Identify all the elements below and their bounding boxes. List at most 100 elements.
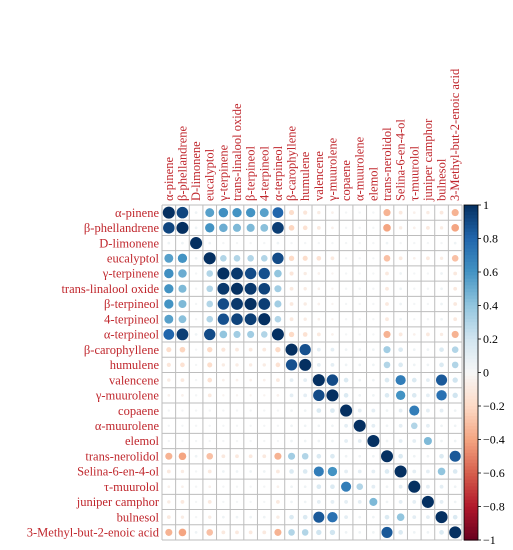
colorbar-segment [464, 315, 478, 320]
correlation-circle [248, 454, 253, 459]
correlation-circle [206, 300, 214, 308]
column-label: elemol [366, 166, 380, 201]
correlation-circle [208, 439, 211, 443]
correlation-circle [412, 211, 416, 214]
correlation-circle [290, 500, 293, 504]
correlation-circle [316, 225, 321, 230]
correlation-circle [263, 500, 266, 504]
colorbar-tick-label: −0.8 [483, 500, 505, 514]
correlation-circle [194, 256, 198, 260]
correlation-circle [344, 211, 348, 214]
correlation-circle [272, 221, 284, 234]
correlation-circle [302, 332, 308, 337]
colorbar-segment [464, 258, 478, 263]
correlation-circle [217, 267, 230, 280]
row-label: τ-muurolol [104, 480, 160, 494]
correlation-circle [208, 241, 212, 245]
correlation-circle [289, 469, 294, 474]
correlation-circle [453, 500, 457, 504]
correlation-circle [231, 267, 243, 280]
correlation-circle [206, 529, 214, 536]
colorbar-segment [464, 312, 478, 317]
correlation-circle [194, 272, 198, 275]
correlation-circle [194, 211, 198, 214]
correlation-circle [436, 374, 448, 386]
correlation-circle [289, 286, 294, 291]
correlation-circle [358, 318, 361, 321]
correlation-circle [249, 378, 252, 382]
correlation-circle [235, 530, 239, 535]
colorbar-tick-label: −1 [483, 533, 496, 547]
correlation-circle [303, 409, 307, 412]
colorbar-segment [464, 359, 478, 364]
correlation-circle [453, 409, 457, 412]
colorbar-segment [464, 523, 478, 528]
correlation-circle [262, 515, 266, 519]
correlation-circle [412, 454, 416, 458]
correlation-circle [344, 454, 348, 458]
correlation-circle [330, 484, 335, 490]
column-label: valencene [312, 151, 326, 201]
correlation-circle [194, 302, 198, 306]
colorbar-segment [464, 402, 478, 407]
colorbar-segment [464, 483, 478, 487]
correlation-circle [276, 485, 280, 489]
correlation-circle [164, 253, 174, 263]
colorbar-segment [464, 503, 478, 508]
correlation-circle [180, 378, 185, 383]
correlation-circle [181, 393, 184, 397]
correlation-circle [179, 346, 186, 353]
correlation-circle [303, 317, 307, 321]
correlation-circle [316, 453, 322, 459]
correlation-circle [398, 210, 403, 215]
correlation-circle [358, 287, 361, 290]
correlation-circle [258, 267, 270, 280]
row-label: γ-terpinene [102, 267, 160, 281]
correlation-circle [249, 500, 252, 504]
colorbar-segment [464, 469, 478, 474]
colorbar-segment [464, 395, 478, 400]
colorbar-tick-label: −0.6 [483, 466, 505, 480]
correlation-circle [289, 393, 294, 398]
correlation-circle [262, 378, 266, 382]
correlation-circle [331, 272, 334, 275]
row-label: 4-terpineol [104, 312, 159, 326]
correlation-circle [289, 302, 294, 306]
correlation-circle [331, 302, 334, 306]
correlation-circle [412, 363, 416, 367]
column-labels: α-pinene β-phellandrene D-limonene eucalypt… [162, 68, 462, 202]
colorbar-segment [464, 493, 478, 498]
colorbar-segment [464, 208, 478, 213]
correlation-circle [385, 439, 389, 443]
correlation-circle [276, 469, 280, 474]
correlation-circle [208, 515, 212, 519]
column-label: Selina-6-en-4-ol [394, 119, 408, 201]
correlation-circle [166, 515, 171, 520]
correlation-circle [276, 393, 280, 397]
correlation-circle [316, 484, 322, 490]
correlation-circle [206, 285, 214, 293]
correlation-circle [249, 470, 252, 473]
correlation-circle [219, 330, 228, 339]
correlation-circle [235, 500, 239, 504]
colorbar-segment [464, 436, 478, 441]
correlation-circle [412, 500, 417, 504]
correlation-circle [439, 530, 444, 535]
correlation-circle [289, 271, 294, 276]
correlation-circle [372, 348, 375, 352]
correlation-circle [235, 485, 239, 488]
correlation-circle [316, 332, 321, 337]
colorbar-segment [464, 349, 478, 353]
correlation-circle [167, 241, 171, 245]
correlation-circle [235, 424, 239, 427]
colorbar-segment [464, 462, 478, 467]
correlation-circle [287, 452, 296, 460]
correlation-circle [194, 348, 198, 351]
colorbar-segment [464, 332, 478, 337]
correlation-circle [426, 408, 430, 413]
colorbar-tick-label: 0 [483, 366, 489, 380]
correlation-circle [358, 454, 362, 458]
correlation-circle [331, 439, 334, 443]
